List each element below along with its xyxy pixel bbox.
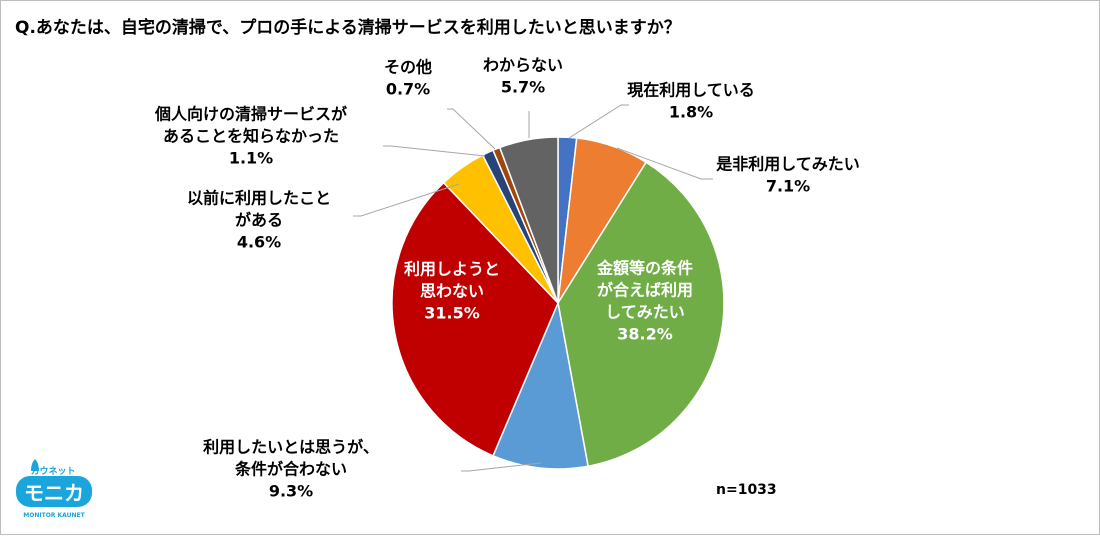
slice-value-label: 4.6%: [237, 233, 281, 252]
monica-logo: カウネット モニカ MONITOR KAUNET: [16, 459, 92, 519]
slice-category-label: あることを知らなかった: [163, 127, 339, 146]
sample-size-note: n=1033: [716, 482, 777, 498]
slice-category-label: その他: [384, 58, 432, 77]
slice-label: 利用しようと思わない 31.5%: [404, 260, 500, 323]
slice-category-label: 条件が合わない: [234, 460, 347, 479]
slice-label: 個人向けの清掃サービスがあることを知らなかった 1.1%: [154, 105, 347, 168]
slice-value-label: 7.1%: [766, 177, 810, 196]
slice-category-label: が合えば利用: [597, 281, 693, 300]
leader-line: [616, 147, 713, 180]
slice-category-label: 現在利用している: [627, 81, 755, 100]
slice-value-label: 1.1%: [229, 149, 273, 168]
slice-label: わからない 5.7%: [483, 56, 563, 97]
slice-category-label: 個人向けの清掃サービスが: [154, 105, 347, 124]
slice-value-label: 9.3%: [269, 482, 313, 501]
logo-main-text: モニカ: [24, 481, 84, 505]
slice-category-label: 利用したいとは思うが、: [203, 438, 379, 457]
leader-line: [353, 183, 460, 217]
leader-line: [383, 145, 486, 157]
pie-slice: [492, 300, 589, 470]
leader-lines: [353, 104, 713, 472]
pie-slice: [498, 136, 559, 304]
slice-value-label: 5.7%: [501, 78, 545, 97]
slice-category-label: 利用しようと: [404, 260, 500, 279]
slice-value-label: 0.7%: [386, 80, 430, 99]
slice-label: 現在利用している 1.8%: [627, 81, 755, 122]
logo-drop-shape: [31, 459, 39, 471]
slice-label: 是非利用してみたい 7.1%: [715, 155, 860, 196]
slice-category-label: 以前に利用したこと: [187, 189, 331, 208]
slice-value-label: 1.8%: [669, 103, 713, 122]
logo-badge: [16, 476, 92, 507]
slice-category-label: 是非利用してみたい: [715, 155, 860, 174]
slice-category-label: 金額等の条件: [596, 259, 693, 278]
pie-slices: [391, 136, 725, 470]
pie-slice: [557, 161, 725, 468]
slice-category-label: わからない: [483, 56, 563, 75]
slice-category-label: 思わない: [420, 282, 484, 301]
slice-label: 金額等の条件が合えば利用してみたい 38.2%: [596, 259, 693, 344]
chart-title: Q.あなたは、自宅の清掃で、プロの手による清掃サービスを利用したいと思いますか？: [15, 17, 681, 38]
slice-label: 利用したいとは思うが、条件が合わない 9.3%: [203, 438, 379, 501]
logo-top-text: カウネット: [30, 466, 75, 477]
slice-category-label: してみたい: [605, 303, 685, 322]
slice-label: 以前に利用したことがある 4.6%: [187, 189, 331, 252]
slice-labels: 現在利用している 1.8% 是非利用してみたい 7.1% 金額等の条件が合えば利用してみ…: [154, 56, 860, 501]
leader-line: [461, 462, 542, 472]
logo-bottom-text: MONITOR KAUNET: [23, 512, 85, 519]
slice-value-label: 38.2%: [617, 325, 673, 344]
leader-line: [568, 104, 629, 139]
slice-label: その他 0.7%: [384, 58, 432, 99]
leader-line: [447, 108, 496, 150]
slice-value-label: 31.5%: [424, 304, 480, 323]
slice-category-label: がある: [235, 211, 283, 230]
pie-slice: [391, 181, 559, 457]
